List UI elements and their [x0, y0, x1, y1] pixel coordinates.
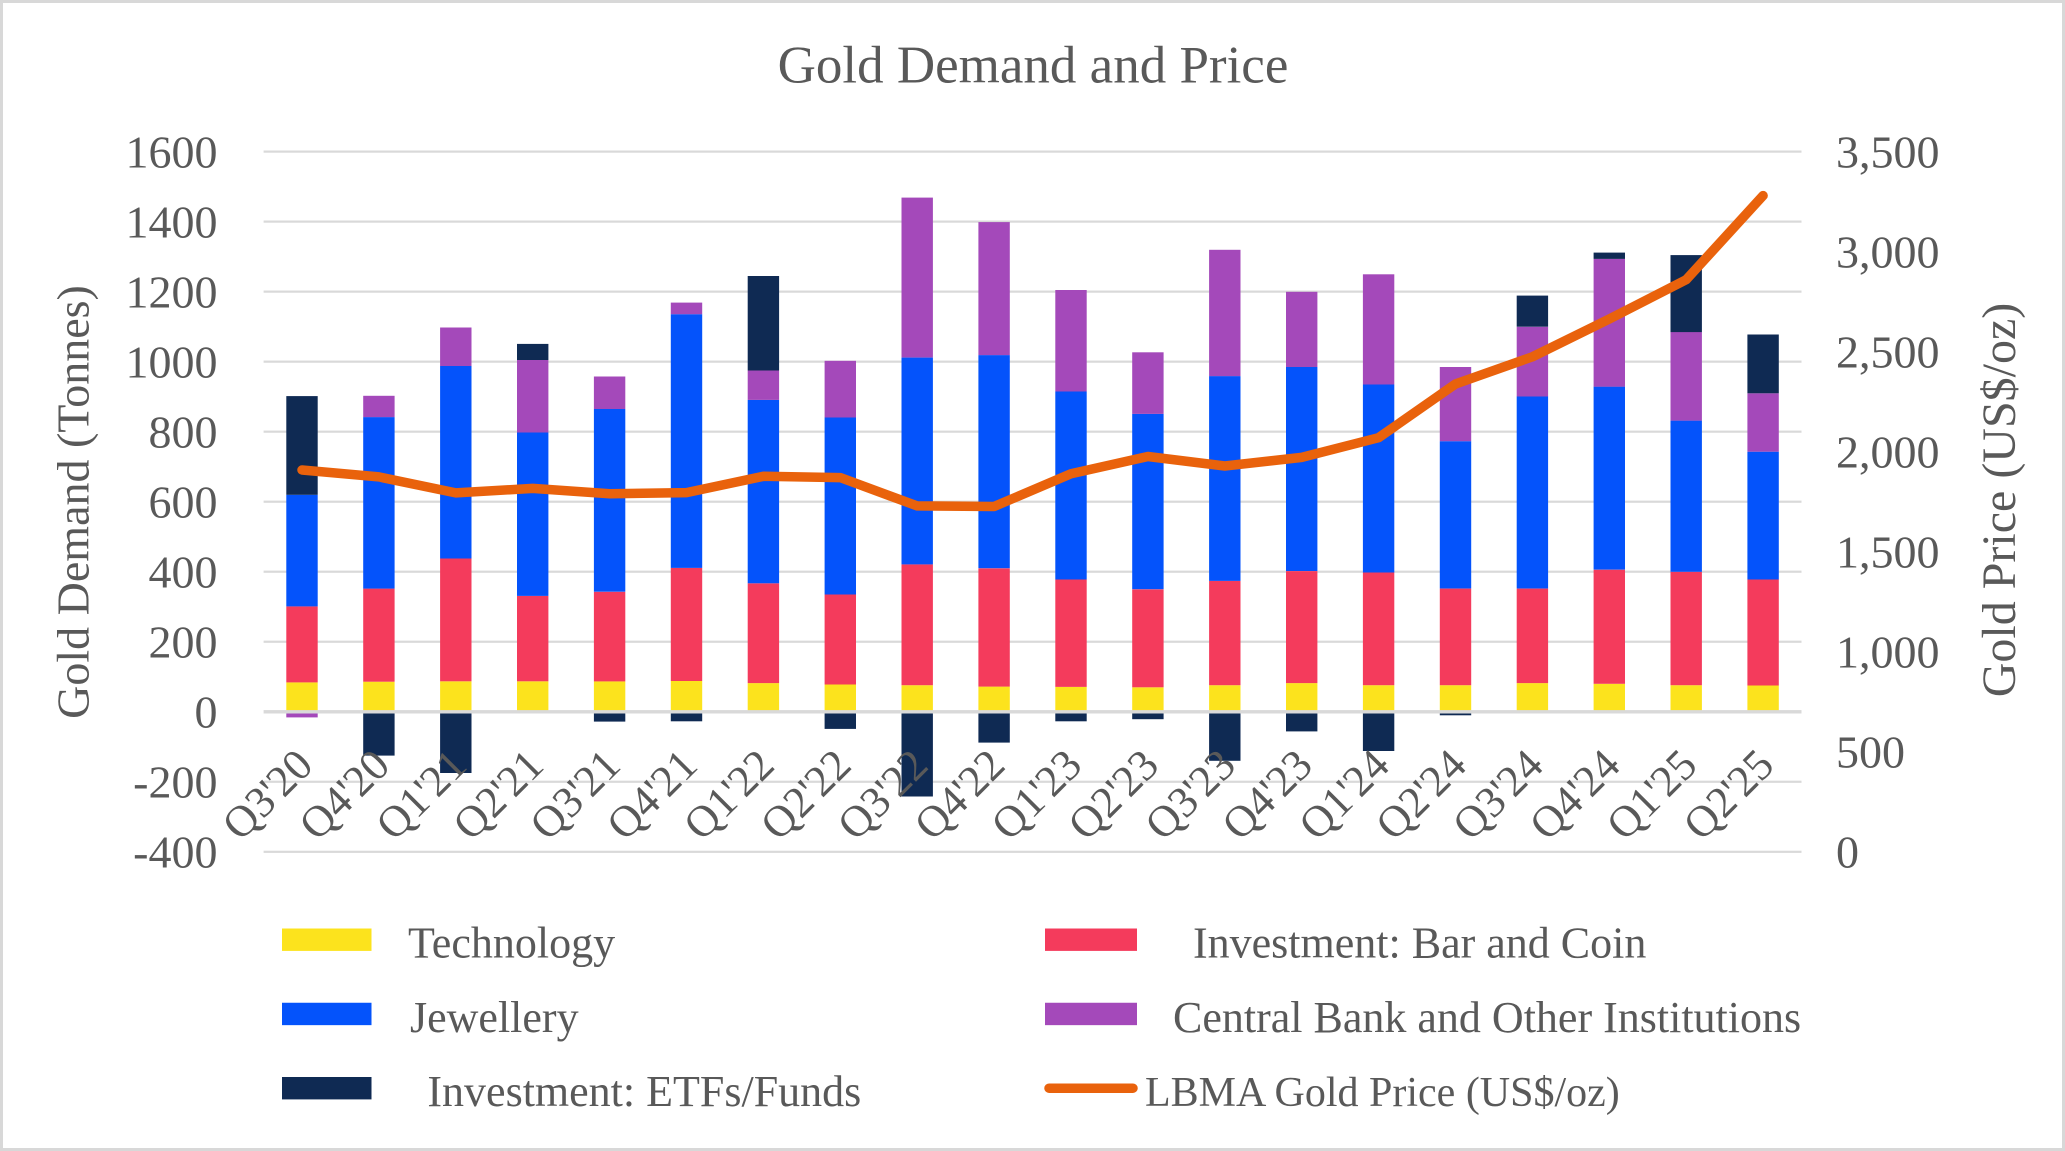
svg-text:600: 600: [149, 477, 218, 528]
svg-text:Central Bank and Other Institu: Central Bank and Other Institutions: [1173, 993, 1801, 1042]
svg-text:LBMA Gold Price (US$/oz): LBMA Gold Price (US$/oz): [1145, 1070, 1620, 1116]
svg-text:3,000: 3,000: [1836, 226, 1940, 277]
svg-text:200: 200: [149, 617, 218, 668]
svg-text:0: 0: [1836, 827, 1859, 878]
svg-text:2,000: 2,000: [1836, 427, 1940, 478]
svg-text:Gold Price (US$/oz): Gold Price (US$/oz): [1973, 303, 2026, 698]
svg-text:3,500: 3,500: [1836, 126, 1940, 177]
svg-text:1,500: 1,500: [1836, 527, 1940, 578]
svg-text:Jewellery: Jewellery: [410, 993, 579, 1042]
svg-text:Investment: ETFs/Funds: Investment: ETFs/Funds: [427, 1067, 861, 1116]
svg-text:2,500: 2,500: [1836, 327, 1940, 378]
svg-text:-400: -400: [133, 827, 217, 878]
svg-text:1,000: 1,000: [1836, 627, 1940, 678]
svg-text:1400: 1400: [126, 196, 218, 247]
svg-text:400: 400: [149, 547, 218, 598]
svg-text:0: 0: [195, 687, 218, 738]
svg-text:Gold Demand (Tonnes): Gold Demand (Tonnes): [48, 285, 99, 719]
svg-text:-200: -200: [133, 757, 217, 808]
svg-text:800: 800: [149, 407, 218, 458]
svg-text:1200: 1200: [126, 266, 218, 317]
svg-text:Technology: Technology: [408, 919, 615, 968]
svg-text:1600: 1600: [126, 126, 218, 177]
svg-text:Investment: Bar and Coin: Investment: Bar and Coin: [1193, 919, 1646, 968]
svg-text:500: 500: [1836, 727, 1905, 778]
svg-text:1000: 1000: [126, 337, 218, 388]
svg-text:Gold Demand and Price: Gold Demand and Price: [778, 37, 1289, 95]
